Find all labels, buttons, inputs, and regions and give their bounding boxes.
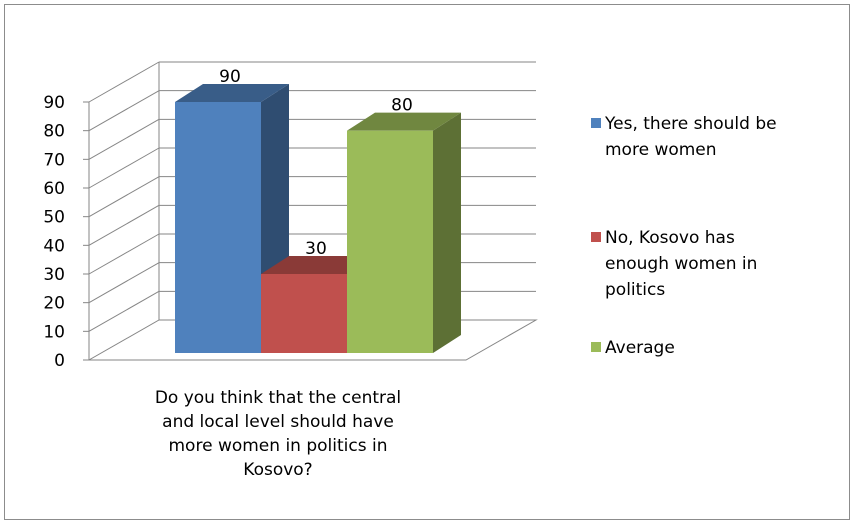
y-tick-label: 70 xyxy=(43,150,65,170)
y-tick-label: 50 xyxy=(43,208,65,228)
gridline-side xyxy=(88,204,160,246)
gridline-side xyxy=(88,118,160,160)
data-label: 90 xyxy=(219,67,241,87)
legend-entry-line: politics xyxy=(605,280,665,300)
y-tick-label: 30 xyxy=(43,265,65,285)
bar-top-face xyxy=(261,256,375,274)
y-tick-label: 40 xyxy=(43,236,65,256)
category-label: Do you think that the central and local l… xyxy=(155,388,401,480)
legend-entry-label: Average xyxy=(605,338,675,358)
y-tick-label: 20 xyxy=(43,294,65,314)
bars xyxy=(175,84,461,354)
category-label-line: more women in politics in xyxy=(169,436,388,456)
legend-swatch xyxy=(591,118,601,128)
legend-entry-line: No, Kosovo has xyxy=(605,228,735,248)
bar-side-face xyxy=(433,112,461,354)
bar-3 xyxy=(347,112,461,354)
legend-entry-line: enough women in xyxy=(605,254,757,274)
gridline-side xyxy=(88,147,160,189)
y-axis-ticks: 0 10 20 30 40 50 60 70 80 90 xyxy=(43,93,89,371)
x-axis-category-label: Do you think that the central and local l… xyxy=(155,388,401,480)
legend-entry-line: Average xyxy=(605,338,675,358)
y-tick-label: 10 xyxy=(43,322,65,342)
data-labels: 90 30 80 xyxy=(219,67,413,259)
legend-entry-line: more women xyxy=(605,140,717,160)
y-tick-label: 90 xyxy=(43,93,65,113)
gridline-side xyxy=(88,290,160,332)
bar-front-face xyxy=(261,274,347,353)
y-tick-label: 80 xyxy=(43,122,65,142)
category-label-line: Do you think that the central xyxy=(155,388,401,408)
legend-swatch xyxy=(591,232,601,242)
legend-swatch xyxy=(591,342,601,352)
bar-front-face xyxy=(347,130,433,353)
chart-frame: 0 10 20 30 40 50 60 70 80 90 90 30 80 Do you think … xyxy=(4,4,850,520)
legend-entry-line: Yes, there should be xyxy=(604,114,777,134)
gridline-side xyxy=(88,90,160,132)
legend-entry-label: Yes, there should be more women xyxy=(604,114,777,160)
bar-top-face xyxy=(347,112,461,131)
gridline-side xyxy=(88,233,160,275)
bar-top-face xyxy=(175,84,289,102)
category-label-line: Kosovo? xyxy=(243,460,312,480)
bar-front-face xyxy=(175,102,261,353)
y-tick-label: 60 xyxy=(43,179,65,199)
gridline-side xyxy=(88,61,160,103)
gridline-side xyxy=(88,176,160,218)
legend: Yes, there should be more women No, Kosovo… xyxy=(591,114,777,358)
gridline-side xyxy=(88,262,160,304)
legend-entry-label: No, Kosovo has enough women in politics xyxy=(605,228,757,300)
y-tick-label: 0 xyxy=(54,351,65,371)
data-label: 80 xyxy=(391,96,413,116)
bar-chart: 0 10 20 30 40 50 60 70 80 90 90 30 80 Do you think … xyxy=(43,61,777,480)
category-label-line: and local level should have xyxy=(162,412,394,432)
data-label: 30 xyxy=(305,239,327,259)
